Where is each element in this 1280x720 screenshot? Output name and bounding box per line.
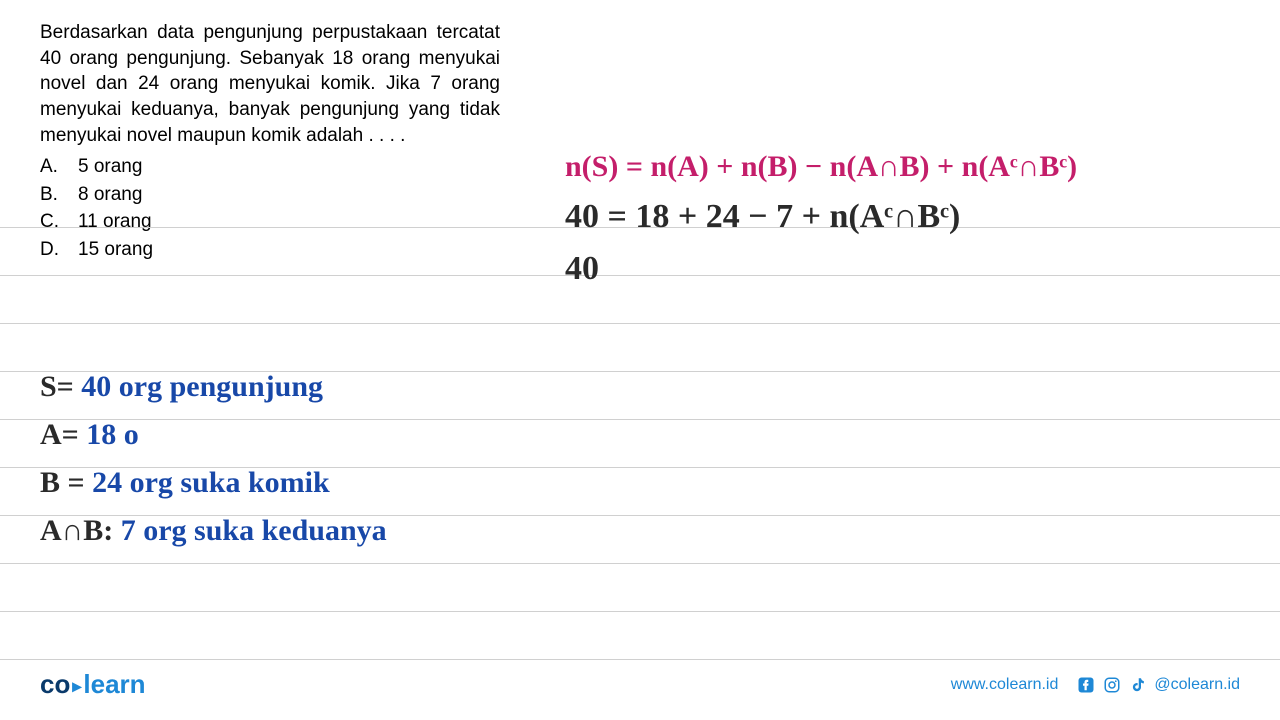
footer: co▸learn www.colearn.id @colearn.id (0, 669, 1280, 700)
social-icons: @colearn.id (1076, 675, 1240, 695)
note-value: 7 org suka keduanya (113, 514, 386, 547)
ruled-lines (0, 180, 1280, 660)
tiktok-icon (1128, 675, 1148, 695)
logo-dot-icon: ▸ (72, 676, 81, 696)
note-value: 40 org pengunjung (74, 370, 323, 403)
logo-learn: learn (83, 669, 145, 699)
note-s: S= 40 org pengunjung (40, 370, 323, 404)
rule-line (0, 324, 1280, 372)
equation-partial: 40 (565, 250, 599, 288)
note-value: 18 o (79, 418, 139, 451)
note-label: B = (40, 466, 85, 499)
question-text: Berdasarkan data pengunjung perpustakaan… (40, 20, 500, 148)
facebook-icon (1076, 675, 1096, 695)
social-handle: @colearn.id (1154, 676, 1240, 694)
website-url: www.colearn.id (951, 676, 1059, 694)
note-label: A= (40, 418, 79, 451)
option-a: A. 5 orang (40, 154, 500, 180)
rule-line (0, 420, 1280, 468)
note-label: A∩B: (40, 514, 113, 547)
rule-line (0, 276, 1280, 324)
equation-substitution: 40 = 18 + 24 − 7 + n(Aᶜ∩Bᶜ) (565, 198, 960, 236)
note-b: B = 24 org suka komik (40, 466, 330, 500)
option-letter: A. (40, 154, 60, 180)
option-text: 5 orang (78, 154, 142, 180)
logo-co: co (40, 669, 70, 699)
rule-line (0, 564, 1280, 612)
note-label: S= (40, 370, 74, 403)
note-anb: A∩B: 7 org suka keduanya (40, 514, 387, 548)
rule-line (0, 612, 1280, 660)
logo: co▸learn (40, 669, 146, 700)
instagram-icon (1102, 675, 1122, 695)
footer-right: www.colearn.id @colearn.id (951, 675, 1240, 695)
equation-formula: n(S) = n(A) + n(B) − n(A∩B) + n(Aᶜ∩Bᶜ) (565, 150, 1077, 184)
note-a: A= 18 o (40, 418, 139, 452)
note-value: 24 org suka komik (85, 466, 330, 499)
